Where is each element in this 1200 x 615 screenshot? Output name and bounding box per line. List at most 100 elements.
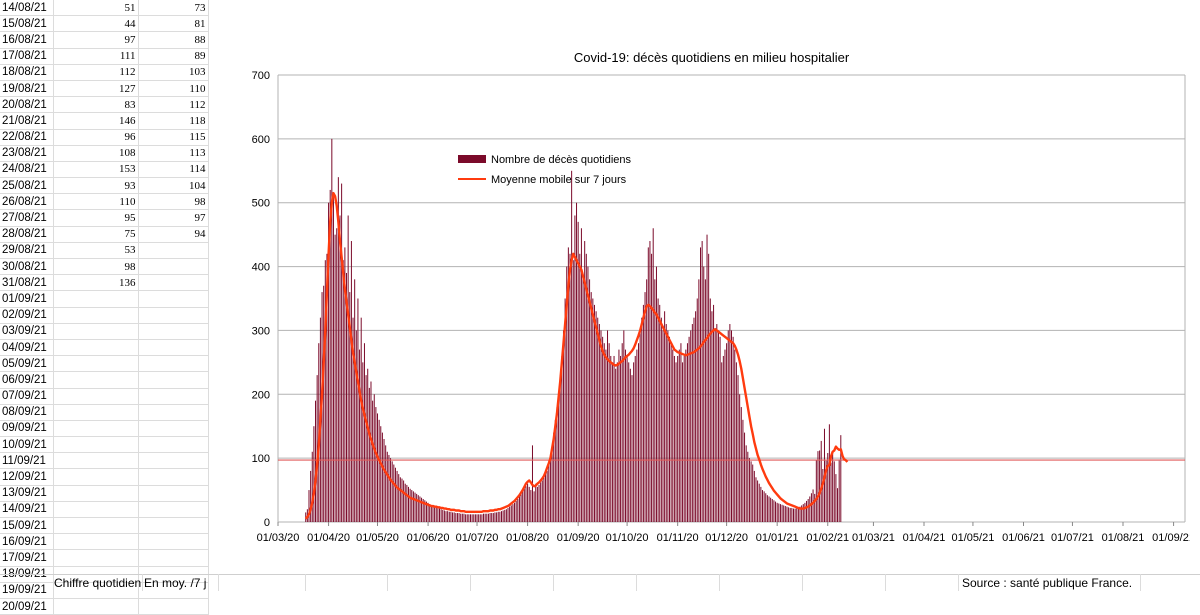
average-value-cell[interactable]: 97 [138, 209, 209, 227]
date-cell[interactable]: 21/08/21 [0, 112, 54, 130]
average-value-cell[interactable] [138, 485, 209, 502]
daily-value-cell[interactable] [53, 371, 139, 389]
daily-value-cell[interactable] [53, 468, 139, 486]
date-cell[interactable]: 20/08/21 [0, 96, 54, 114]
average-value-cell[interactable]: 104 [138, 177, 209, 195]
date-cell[interactable]: 31/08/21 [0, 274, 54, 292]
average-value-cell[interactable]: 103 [138, 64, 209, 81]
date-cell[interactable]: 24/08/21 [0, 161, 54, 179]
average-value-cell[interactable] [138, 436, 209, 454]
average-value-cell[interactable] [138, 452, 209, 470]
date-cell[interactable]: 17/09/21 [0, 549, 54, 567]
average-value-cell[interactable] [138, 598, 209, 615]
average-value-cell[interactable] [138, 274, 209, 292]
daily-value-cell[interactable]: 75 [53, 226, 139, 243]
daily-value-cell[interactable]: 51 [53, 0, 139, 17]
average-value-cell[interactable]: 118 [138, 112, 209, 130]
daily-value-cell[interactable] [53, 339, 139, 357]
daily-value-cell[interactable] [53, 355, 139, 373]
daily-value-cell[interactable] [53, 501, 139, 519]
average-value-cell[interactable]: 115 [138, 129, 209, 146]
daily-value-cell[interactable] [53, 549, 139, 567]
date-cell[interactable]: 01/09/21 [0, 290, 54, 308]
average-value-cell[interactable] [138, 420, 209, 438]
daily-value-cell[interactable] [53, 485, 139, 502]
average-value-cell[interactable] [138, 533, 209, 551]
daily-value-cell[interactable]: 153 [53, 161, 139, 179]
average-value-cell[interactable] [138, 307, 209, 324]
daily-value-cell[interactable] [53, 452, 139, 470]
daily-value-cell[interactable]: 127 [53, 80, 139, 98]
daily-value-cell[interactable]: 110 [53, 193, 139, 211]
date-cell[interactable]: 06/09/21 [0, 371, 54, 389]
daily-value-cell[interactable]: 53 [53, 242, 139, 260]
daily-value-cell[interactable]: 146 [53, 112, 139, 130]
date-cell[interactable]: 30/08/21 [0, 258, 54, 276]
daily-value-cell[interactable] [53, 388, 139, 405]
average-value-cell[interactable] [138, 388, 209, 405]
date-cell[interactable]: 15/09/21 [0, 517, 54, 535]
date-cell[interactable]: 25/08/21 [0, 177, 54, 195]
daily-value-cell[interactable]: 44 [53, 15, 139, 33]
daily-value-cell[interactable]: 112 [53, 64, 139, 81]
daily-value-cell[interactable] [53, 517, 139, 535]
average-value-cell[interactable] [138, 355, 209, 373]
date-cell[interactable]: 14/09/21 [0, 501, 54, 519]
date-cell[interactable]: 07/09/21 [0, 388, 54, 405]
daily-value-cell[interactable]: 95 [53, 209, 139, 227]
daily-value-cell[interactable]: 96 [53, 129, 139, 146]
daily-value-cell[interactable] [53, 420, 139, 438]
date-cell[interactable]: 02/09/21 [0, 307, 54, 324]
average-value-cell[interactable] [138, 323, 209, 340]
date-cell[interactable]: 14/08/21 [0, 0, 54, 17]
average-value-cell[interactable] [138, 549, 209, 567]
average-value-cell[interactable]: 81 [138, 15, 209, 33]
date-cell[interactable]: 27/08/21 [0, 209, 54, 227]
average-value-cell[interactable] [138, 242, 209, 260]
date-cell[interactable]: 08/09/21 [0, 404, 54, 421]
average-value-cell[interactable] [138, 404, 209, 421]
average-value-cell[interactable]: 89 [138, 48, 209, 65]
daily-value-cell[interactable]: 83 [53, 96, 139, 114]
average-value-cell[interactable] [138, 501, 209, 519]
date-cell[interactable]: 28/08/21 [0, 226, 54, 243]
daily-value-cell[interactable]: 98 [53, 258, 139, 276]
daily-value-cell[interactable] [53, 598, 139, 615]
date-cell[interactable]: 04/09/21 [0, 339, 54, 357]
daily-value-cell[interactable] [53, 436, 139, 454]
daily-value-cell[interactable]: 93 [53, 177, 139, 195]
average-value-cell[interactable] [138, 371, 209, 389]
daily-value-cell[interactable] [53, 323, 139, 340]
date-cell[interactable]: 11/09/21 [0, 452, 54, 470]
date-cell[interactable]: 12/09/21 [0, 468, 54, 486]
daily-value-cell[interactable]: 97 [53, 31, 139, 49]
date-cell[interactable]: 20/09/21 [0, 598, 54, 615]
date-cell[interactable]: 03/09/21 [0, 323, 54, 340]
average-value-cell[interactable]: 110 [138, 80, 209, 98]
date-cell[interactable]: 23/08/21 [0, 145, 54, 162]
average-value-cell[interactable]: 94 [138, 226, 209, 243]
average-value-cell[interactable]: 112 [138, 96, 209, 114]
average-value-cell[interactable]: 88 [138, 31, 209, 49]
date-cell[interactable]: 09/09/21 [0, 420, 54, 438]
date-cell[interactable]: 22/08/21 [0, 129, 54, 146]
daily-value-cell[interactable]: 111 [53, 48, 139, 65]
average-value-cell[interactable] [138, 258, 209, 276]
daily-value-cell[interactable] [53, 307, 139, 324]
average-value-cell[interactable]: 114 [138, 161, 209, 179]
daily-value-cell[interactable] [53, 533, 139, 551]
daily-value-cell[interactable]: 136 [53, 274, 139, 292]
date-cell[interactable]: 16/08/21 [0, 31, 54, 49]
date-cell[interactable]: 19/08/21 [0, 80, 54, 98]
average-value-cell[interactable]: 98 [138, 193, 209, 211]
average-value-cell[interactable]: 113 [138, 145, 209, 162]
daily-value-cell[interactable] [53, 404, 139, 421]
average-value-cell[interactable] [138, 468, 209, 486]
average-value-cell[interactable] [138, 339, 209, 357]
average-value-cell[interactable] [138, 290, 209, 308]
date-cell[interactable]: 13/09/21 [0, 485, 54, 502]
average-value-cell[interactable]: 73 [138, 0, 209, 17]
date-cell[interactable]: 18/08/21 [0, 64, 54, 81]
average-value-cell[interactable] [138, 517, 209, 535]
date-cell[interactable]: 26/08/21 [0, 193, 54, 211]
